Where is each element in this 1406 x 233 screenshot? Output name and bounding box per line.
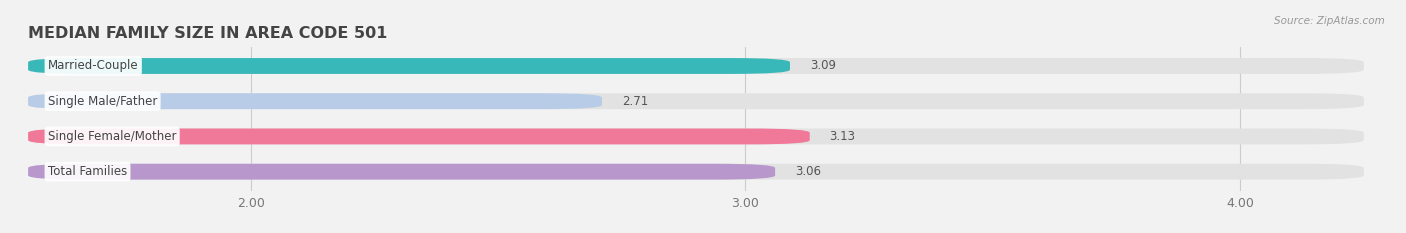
FancyBboxPatch shape: [28, 129, 810, 144]
Text: Single Female/Mother: Single Female/Mother: [48, 130, 176, 143]
Text: 3.09: 3.09: [810, 59, 835, 72]
FancyBboxPatch shape: [28, 58, 790, 74]
Text: Married-Couple: Married-Couple: [48, 59, 139, 72]
Text: Source: ZipAtlas.com: Source: ZipAtlas.com: [1274, 16, 1385, 26]
Text: 2.71: 2.71: [621, 95, 648, 108]
FancyBboxPatch shape: [28, 129, 1364, 144]
Text: Single Male/Father: Single Male/Father: [48, 95, 157, 108]
FancyBboxPatch shape: [28, 93, 602, 109]
FancyBboxPatch shape: [28, 164, 1364, 180]
Text: MEDIAN FAMILY SIZE IN AREA CODE 501: MEDIAN FAMILY SIZE IN AREA CODE 501: [28, 26, 388, 41]
FancyBboxPatch shape: [28, 93, 1364, 109]
FancyBboxPatch shape: [28, 58, 1364, 74]
Text: 3.06: 3.06: [794, 165, 821, 178]
Text: 3.13: 3.13: [830, 130, 855, 143]
Text: Total Families: Total Families: [48, 165, 127, 178]
FancyBboxPatch shape: [28, 164, 775, 180]
